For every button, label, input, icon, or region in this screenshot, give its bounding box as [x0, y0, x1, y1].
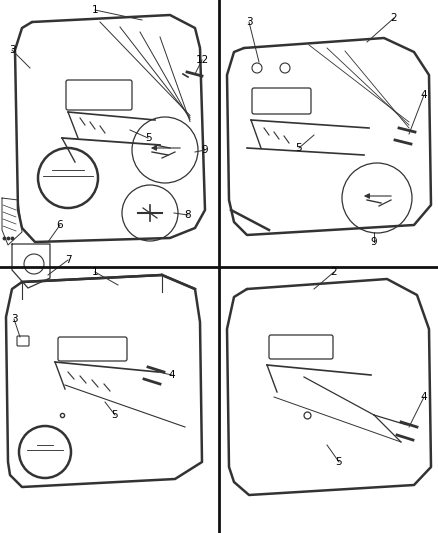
Text: 5: 5 — [112, 410, 118, 420]
Text: 4: 4 — [420, 392, 427, 402]
Text: 1: 1 — [92, 267, 98, 277]
Text: 4: 4 — [169, 370, 175, 380]
Text: 5: 5 — [145, 133, 151, 143]
Text: 3: 3 — [11, 314, 18, 324]
Text: 1: 1 — [92, 5, 98, 15]
Text: 3: 3 — [9, 45, 15, 55]
Text: 5: 5 — [296, 143, 302, 153]
Text: 5: 5 — [336, 457, 343, 467]
Text: 12: 12 — [195, 55, 208, 65]
Text: 4: 4 — [420, 90, 427, 100]
Text: 8: 8 — [185, 210, 191, 220]
Text: 7: 7 — [65, 255, 71, 265]
Text: 2: 2 — [391, 13, 397, 23]
Text: 9: 9 — [371, 237, 377, 247]
Text: 9: 9 — [201, 145, 208, 155]
Text: 2: 2 — [331, 267, 337, 277]
Text: 3: 3 — [246, 17, 252, 27]
Text: 6: 6 — [57, 220, 64, 230]
